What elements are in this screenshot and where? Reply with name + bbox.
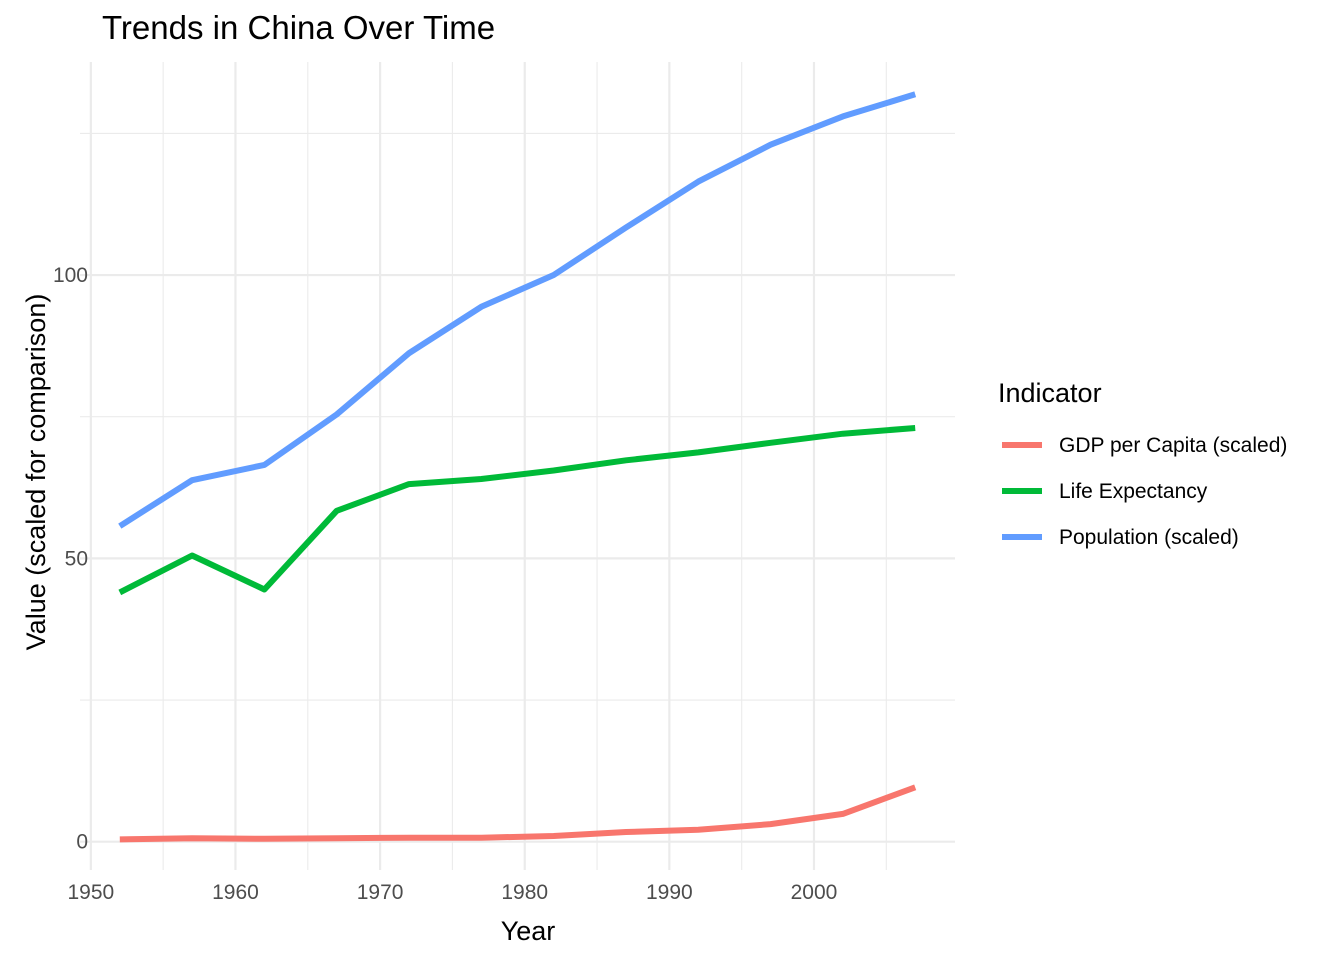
y-tick-label: 50 xyxy=(65,547,88,570)
x-tick-label: 1980 xyxy=(501,881,548,904)
x-tick-label: 2000 xyxy=(791,881,838,904)
legend: Indicator GDP per Capita (scaled) Life Ex… xyxy=(998,378,1287,549)
legend-label: GDP per Capita (scaled) xyxy=(1059,434,1287,457)
legend-label: Life Expectancy xyxy=(1059,480,1208,503)
series-line xyxy=(118,91,917,529)
chart-title: Trends in China Over Time xyxy=(102,9,495,46)
legend-label: Population (scaled) xyxy=(1059,526,1239,549)
x-tick-label: 1970 xyxy=(357,881,404,904)
x-axis-title: Year xyxy=(501,916,556,946)
y-axis-title: Value (scaled for comparison) xyxy=(21,294,51,651)
x-tick-label: 1950 xyxy=(67,881,114,904)
legend-title: Indicator xyxy=(998,378,1102,408)
series-line xyxy=(118,425,916,596)
x-axis-ticks: 1950 1960 1970 1980 1990 2000 xyxy=(67,881,837,904)
y-tick-label: 100 xyxy=(53,264,88,287)
y-axis-ticks: 0 50 100 xyxy=(53,264,88,854)
x-tick-label: 1990 xyxy=(646,881,693,904)
y-tick-label: 0 xyxy=(76,831,88,854)
plot-grid xyxy=(80,62,955,870)
series-line xyxy=(119,784,917,843)
series-lines xyxy=(118,91,917,843)
x-tick-label: 1960 xyxy=(212,881,259,904)
